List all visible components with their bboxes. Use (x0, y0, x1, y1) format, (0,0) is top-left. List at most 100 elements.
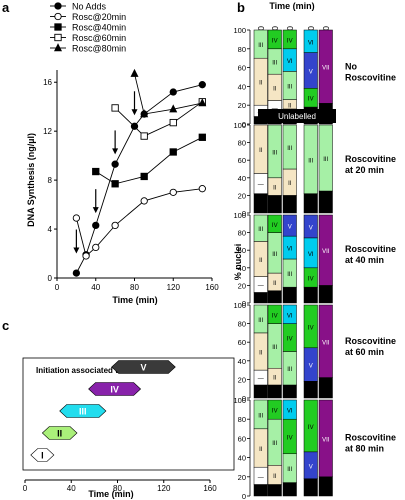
bar-segment (282, 29, 297, 50)
segment-mark: IV (272, 409, 278, 415)
bar-segment (253, 292, 268, 304)
interval-label: II (57, 429, 62, 439)
segment-mark: VII (322, 66, 330, 72)
bar-segment (282, 399, 297, 420)
panel-b-y-tick-label: 60 (238, 64, 246, 73)
panel-b-ylabel: % nuclei (233, 244, 243, 281)
bar-segment (253, 484, 268, 497)
bar-segment (282, 214, 297, 237)
interval-label: I (41, 451, 44, 461)
panel-b-y-tick-label: 40 (238, 174, 246, 183)
segment-mark: II (273, 281, 277, 287)
segment-mark: III (287, 272, 292, 278)
segment-mark: VI (287, 59, 293, 65)
unlabelled-band (258, 109, 336, 123)
segment-mark: IV (272, 313, 278, 319)
bar-segment (282, 286, 297, 304)
interval-shape (30, 448, 55, 462)
interval-shape (41, 426, 78, 440)
panel-b-condition-label: at 40 min (345, 255, 384, 265)
addition-arrow-head (131, 109, 138, 116)
panel-a-y-tick-label: 4 (48, 225, 53, 234)
panel-a-y-tick-label: 16 (43, 78, 52, 87)
panel-a-y-tick-label: 12 (43, 127, 52, 136)
data-point (169, 104, 178, 113)
panel-b-y-tick-label: 40 (238, 82, 246, 91)
addition-arrow-head (112, 148, 119, 155)
panel-b-condition-label: at 20 min (345, 165, 384, 175)
data-point (111, 180, 119, 188)
panel-a-series (72, 68, 207, 277)
segment-mark: II (273, 186, 277, 192)
data-point (54, 33, 62, 42)
bar-segment (253, 214, 268, 242)
bar-segment (282, 482, 297, 497)
panel-c-x-tick-label: 40 (67, 484, 76, 493)
bar-segment (303, 381, 318, 399)
bar-segment (282, 304, 297, 324)
panel-c-axis: 0 40 80 120 160 (23, 479, 217, 493)
data-point (72, 214, 81, 222)
addition-arrow-head (92, 207, 99, 214)
panel-b-y-tick-label: 20 (238, 281, 246, 290)
interval-label: III (79, 407, 87, 417)
panel-b-y-tick-label: 60 (238, 156, 246, 165)
bar-segment (253, 304, 268, 334)
segment-mark: IV (308, 97, 314, 103)
panel-b-y-tick-label: 20 (238, 191, 246, 200)
legend-entry-label: Rosc@20min (72, 12, 126, 22)
data-point (140, 132, 148, 140)
panel-a-y-tick-label: 8 (48, 176, 53, 185)
segment-mark: IV (308, 276, 314, 282)
data-point (92, 167, 100, 176)
segment-mark: III (258, 413, 263, 419)
panel-b-y-tick-label: 20 (238, 375, 246, 384)
data-point (198, 98, 207, 107)
segment-mark: II (259, 81, 263, 87)
segment-mark: II (259, 351, 263, 357)
panel-b-y-tick-label: 100 (233, 211, 246, 220)
interval-label: IV (110, 385, 119, 395)
segment-mark: VI (287, 409, 293, 415)
segment-mark: — (258, 284, 264, 290)
data-point (54, 2, 62, 10)
panel-c-xlabel: Time (min) (88, 489, 133, 499)
bar-segment (267, 29, 282, 50)
segment-mark: IV (308, 425, 314, 431)
bar-segment (253, 399, 268, 430)
data-point (140, 172, 148, 181)
segment-mark: III (272, 252, 277, 258)
bar-segment (303, 399, 318, 453)
data-point (198, 133, 206, 141)
segment-mark: — (258, 183, 264, 189)
data-point (72, 269, 81, 277)
segment-mark: IV (272, 223, 278, 229)
segment-mark: II (288, 181, 292, 187)
panel-a-legend: No AddsRosc@20minRosc@40minRosc@60minRos… (50, 2, 126, 54)
bar-segment (282, 124, 297, 170)
segment-mark: II (273, 474, 277, 480)
segment-mark: IV (287, 337, 293, 343)
panel-b-condition-label: Roscovitine (345, 154, 396, 164)
segment-mark: VI (287, 313, 293, 319)
panel-b-y-tick-label: 40 (238, 357, 246, 366)
panel-c-title: Initiation associated with: (36, 366, 134, 375)
segment-mark: VII (322, 340, 330, 346)
panel-c-x-tick-label: 120 (157, 484, 171, 493)
data-point (169, 148, 177, 156)
series-line (95, 136, 203, 185)
segment-mark: II (273, 376, 277, 382)
segment-mark: III (272, 345, 277, 351)
panel-b-condition-blocks: 020406080100—IIIII—IIIIIIVIIIIIVIIVIVVVI… (233, 26, 396, 500)
segment-mark: IV (287, 38, 293, 44)
segment-mark: V (309, 225, 313, 231)
series-line (134, 73, 203, 115)
panel-b-y-tick-label: 40 (238, 264, 246, 273)
panel-b-y-tick-label: 60 (238, 338, 246, 347)
panel-b-condition-label: No (345, 61, 357, 71)
data-point (54, 12, 62, 21)
bar-segment (267, 290, 282, 304)
